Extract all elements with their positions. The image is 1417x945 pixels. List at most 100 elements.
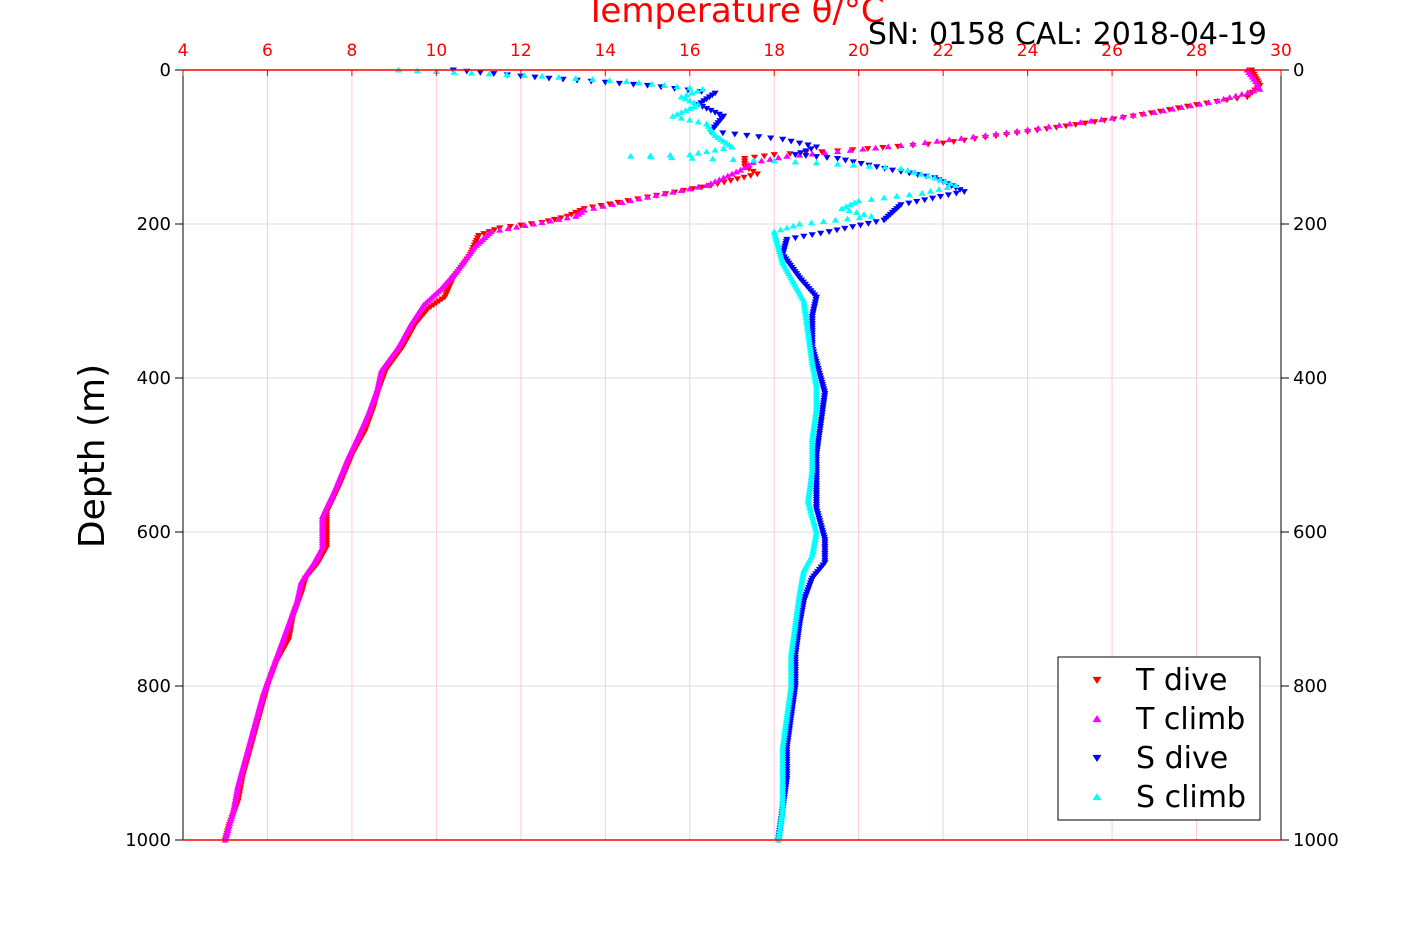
data-point	[795, 140, 804, 147]
data-point	[668, 154, 676, 161]
data-point	[715, 176, 723, 183]
y-axis-label: Depth (m)	[72, 364, 113, 548]
data-point	[808, 356, 816, 363]
data-point	[715, 111, 723, 118]
data-point	[732, 168, 740, 175]
data-point	[791, 623, 799, 630]
data-point	[778, 810, 786, 817]
data-point	[629, 81, 638, 88]
legend-label: S dive	[1136, 741, 1228, 776]
data-point	[745, 166, 753, 173]
data-point	[749, 168, 757, 175]
data-point	[795, 595, 803, 601]
data-point	[849, 161, 858, 168]
data-point	[719, 174, 728, 181]
data-point	[589, 76, 597, 82]
data-point	[946, 180, 955, 187]
data-point	[856, 222, 865, 229]
data-point	[779, 805, 787, 812]
data-point	[1256, 86, 1264, 92]
data-point	[792, 616, 800, 623]
data-point	[952, 182, 960, 189]
data-point	[789, 640, 797, 646]
data-point	[233, 787, 241, 794]
data-point	[992, 130, 1000, 137]
data-point	[1087, 117, 1095, 124]
data-point	[860, 211, 868, 217]
data-point	[521, 222, 529, 229]
data-point	[803, 323, 811, 330]
data-point	[490, 227, 499, 234]
data-point	[917, 170, 925, 177]
data-point	[931, 174, 939, 181]
data-point	[805, 338, 813, 344]
data-point	[1168, 105, 1177, 112]
data-point	[783, 224, 791, 231]
data-point	[733, 176, 742, 183]
data-point	[789, 635, 797, 642]
data-point	[802, 311, 810, 318]
data-point	[805, 490, 813, 497]
data-point	[779, 136, 787, 143]
data-point	[779, 739, 787, 746]
data-point	[755, 134, 763, 140]
data-point	[789, 637, 797, 644]
data-point	[941, 178, 949, 185]
data-point	[893, 193, 901, 199]
data-point	[1119, 113, 1127, 120]
data-point	[797, 150, 805, 157]
y-tick-label: 200	[137, 214, 171, 235]
data-point	[809, 426, 818, 433]
data-point	[981, 132, 989, 138]
data-point	[786, 151, 794, 157]
data-point	[956, 187, 964, 193]
x-tick-label: 6	[262, 41, 273, 61]
data-point	[809, 544, 818, 551]
data-point	[703, 182, 711, 189]
data-point	[750, 154, 759, 161]
y-tick-label: 0	[160, 60, 171, 81]
data-point	[297, 581, 305, 587]
data-point	[845, 207, 853, 214]
data-point	[576, 208, 584, 214]
chart-subtitle: SN: 0158 CAL: 2018-04-19	[868, 17, 1267, 52]
data-point	[295, 590, 303, 597]
data-point	[808, 467, 816, 473]
data-point	[921, 197, 929, 204]
data-point	[622, 78, 631, 85]
data-point	[694, 149, 702, 156]
data-point	[805, 335, 813, 342]
data-point	[1091, 119, 1099, 126]
data-point	[807, 471, 816, 478]
data-point	[1220, 95, 1228, 102]
data-point	[375, 379, 383, 385]
data-point	[776, 822, 785, 829]
data-point	[234, 782, 242, 789]
data-point	[1066, 120, 1074, 127]
data-point	[803, 321, 811, 328]
data-point	[531, 74, 539, 81]
data-point	[809, 361, 817, 368]
y-tick-label-right: 1000	[1293, 830, 1339, 851]
data-point	[503, 71, 511, 78]
data-point	[450, 69, 458, 75]
data-point	[635, 195, 643, 202]
data-point	[546, 217, 555, 224]
data-point	[1076, 119, 1085, 125]
data-point	[812, 405, 821, 412]
y-tick-label: 800	[137, 676, 171, 697]
data-point	[804, 328, 812, 335]
data-point	[842, 203, 850, 210]
chart-title: Temperature θ/°C	[584, 0, 884, 31]
data-point	[801, 309, 810, 316]
data-point	[905, 200, 913, 207]
data-point	[864, 146, 872, 152]
data-point	[933, 137, 941, 144]
x-tick-label: 16	[679, 41, 701, 61]
data-point	[790, 633, 798, 639]
data-point	[945, 136, 953, 143]
data-point	[529, 220, 538, 227]
data-point	[1108, 114, 1116, 121]
data-point	[677, 109, 685, 115]
